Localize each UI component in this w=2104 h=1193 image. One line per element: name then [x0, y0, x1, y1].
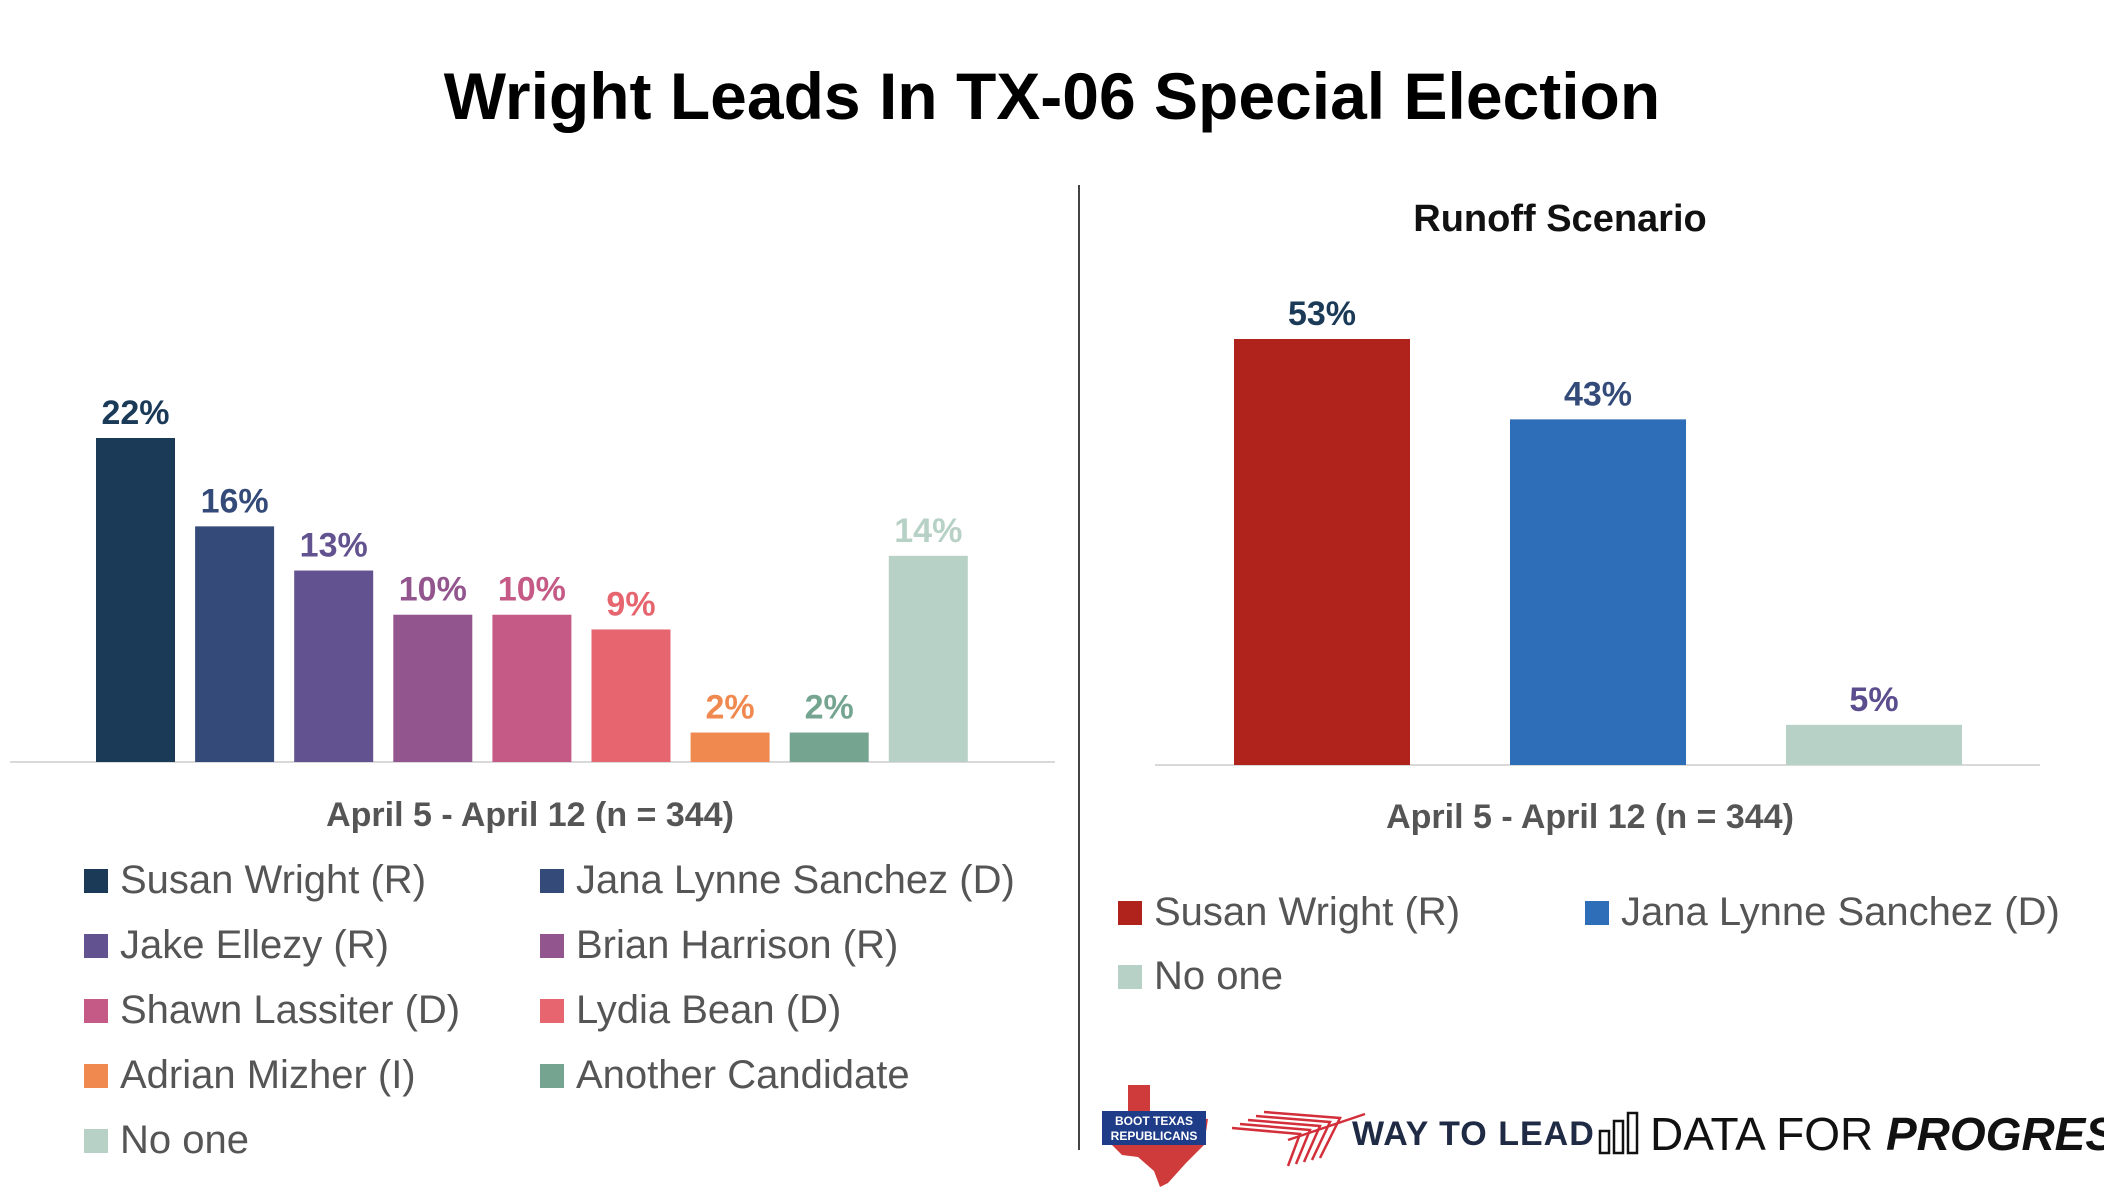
chart-0-bar-7	[789, 732, 869, 762]
chart-0-data-label-0: 22%	[101, 394, 169, 432]
chart-1-bar-0	[1234, 339, 1410, 765]
legend-swatch	[84, 1128, 108, 1153]
legend-swatch	[1118, 964, 1142, 989]
chart-0-bar-2	[294, 570, 374, 762]
legend-item-1-0: Susan Wright (R)	[1118, 890, 1460, 935]
legend-label: Adrian Mizher (I)	[120, 1053, 416, 1097]
legend-item-1-2: No one	[1118, 954, 1283, 999]
legend-label: Susan Wright (R)	[1154, 890, 1461, 934]
chart-0-bar-3	[393, 614, 473, 762]
legend-item-0-6: Adrian Mizher (I)	[84, 1053, 416, 1098]
chart-0-data-label-8: 14%	[894, 512, 962, 550]
chart-0-data-label-6: 2%	[706, 689, 755, 727]
legend-label: Lydia Bean (D)	[576, 988, 842, 1032]
bar-chart-icon	[1598, 1111, 1639, 1155]
legend-swatch	[1585, 900, 1609, 925]
dfp-emphasis: PROGRESS	[1885, 1108, 2104, 1160]
legend-label: Shawn Lassiter (D)	[120, 988, 461, 1032]
page-title: Wright Leads In TX-06 Special Election	[443, 59, 1661, 133]
chart-0-data-label-4: 10%	[498, 571, 566, 609]
legend-item-0-8: No one	[84, 1118, 249, 1163]
dfp-prefix: DATA FOR	[1650, 1108, 1874, 1160]
right-chart-subtitle: April 5 - April 12 (n = 344)	[1386, 798, 1794, 836]
legend-swatch	[540, 1063, 564, 1088]
chart-0-data-label-5: 9%	[606, 585, 655, 623]
legend-swatch	[540, 868, 564, 893]
chart-1-data-label-0: 53%	[1288, 295, 1356, 333]
chart-0-bar-4	[492, 614, 572, 762]
chart-1-bar-1	[1510, 419, 1686, 765]
way-to-lead-logo-text: WAY TO LEAD	[1352, 1115, 1595, 1153]
legend-swatch	[84, 933, 108, 958]
legend-label: Brian Harrison (R)	[576, 923, 899, 967]
legend-label: No one	[120, 1118, 249, 1162]
legend-label: Jana Lynne Sanchez (D)	[1621, 890, 2060, 934]
chart-0-bar-5	[591, 629, 671, 762]
boot-texas-logo: BOOT TEXAS REPUBLICANS	[1102, 1085, 1208, 1187]
boot-texas-logo-text-bottom: REPUBLICANS	[1111, 1129, 1198, 1143]
chart-0-bar-6	[690, 732, 770, 762]
chart-1-data-label-2: 5%	[1849, 681, 1898, 719]
logo-strip: BOOT TEXAS REPUBLICANS WAY TO LEAD DATA …	[1090, 1075, 2104, 1187]
chart-0-bar-0	[96, 438, 175, 762]
legend-item-1-1: Jana Lynne Sanchez (D)	[1585, 890, 2060, 935]
legend-label: Susan Wright (R)	[120, 858, 427, 902]
chart-0-data-label-7: 2%	[805, 689, 854, 727]
chart-0-data-label-1: 16%	[201, 482, 269, 520]
legend-swatch	[84, 998, 108, 1023]
chart-0-data-label-3: 10%	[399, 571, 467, 609]
legend-label: Jake Ellezy (R)	[120, 923, 389, 967]
chart-0-data-label-2: 13%	[300, 527, 368, 565]
legend-item-0-7: Another Candidate	[540, 1053, 910, 1098]
legend-label: Jana Lynne Sanchez (D)	[576, 858, 1015, 902]
legend-label: Another Candidate	[576, 1053, 910, 1097]
legend-item-0-1: Jana Lynne Sanchez (D)	[540, 858, 1015, 903]
chart-0-bar-8	[888, 555, 968, 762]
legend-item-0-3: Brian Harrison (R)	[540, 923, 898, 968]
panel-divider	[1078, 185, 1080, 1150]
legend-swatch	[540, 933, 564, 958]
legend-swatch	[84, 868, 108, 893]
chart-0-bar-1	[195, 526, 275, 762]
way-to-lead-logo-mark	[1231, 1110, 1366, 1167]
legend-item-0-0: Susan Wright (R)	[84, 858, 426, 903]
left-chart-subtitle: April 5 - April 12 (n = 344)	[326, 796, 734, 834]
legend-swatch	[1118, 900, 1142, 925]
legend-item-0-5: Lydia Bean (D)	[540, 988, 841, 1033]
chart-1-bar-2	[1786, 724, 1962, 765]
runoff-chart-title: Runoff Scenario	[1413, 198, 1707, 240]
chart-1-data-label-1: 43%	[1564, 375, 1632, 413]
legend-swatch	[84, 1063, 108, 1088]
legend-item-0-2: Jake Ellezy (R)	[84, 923, 389, 968]
legend-item-0-4: Shawn Lassiter (D)	[84, 988, 460, 1033]
data-for-progress-logo-text: DATA FOR PROGRESS	[1650, 1107, 2104, 1161]
boot-texas-logo-text-top: BOOT TEXAS	[1115, 1114, 1193, 1128]
legend-swatch	[540, 998, 564, 1023]
legend-label: No one	[1154, 954, 1283, 998]
